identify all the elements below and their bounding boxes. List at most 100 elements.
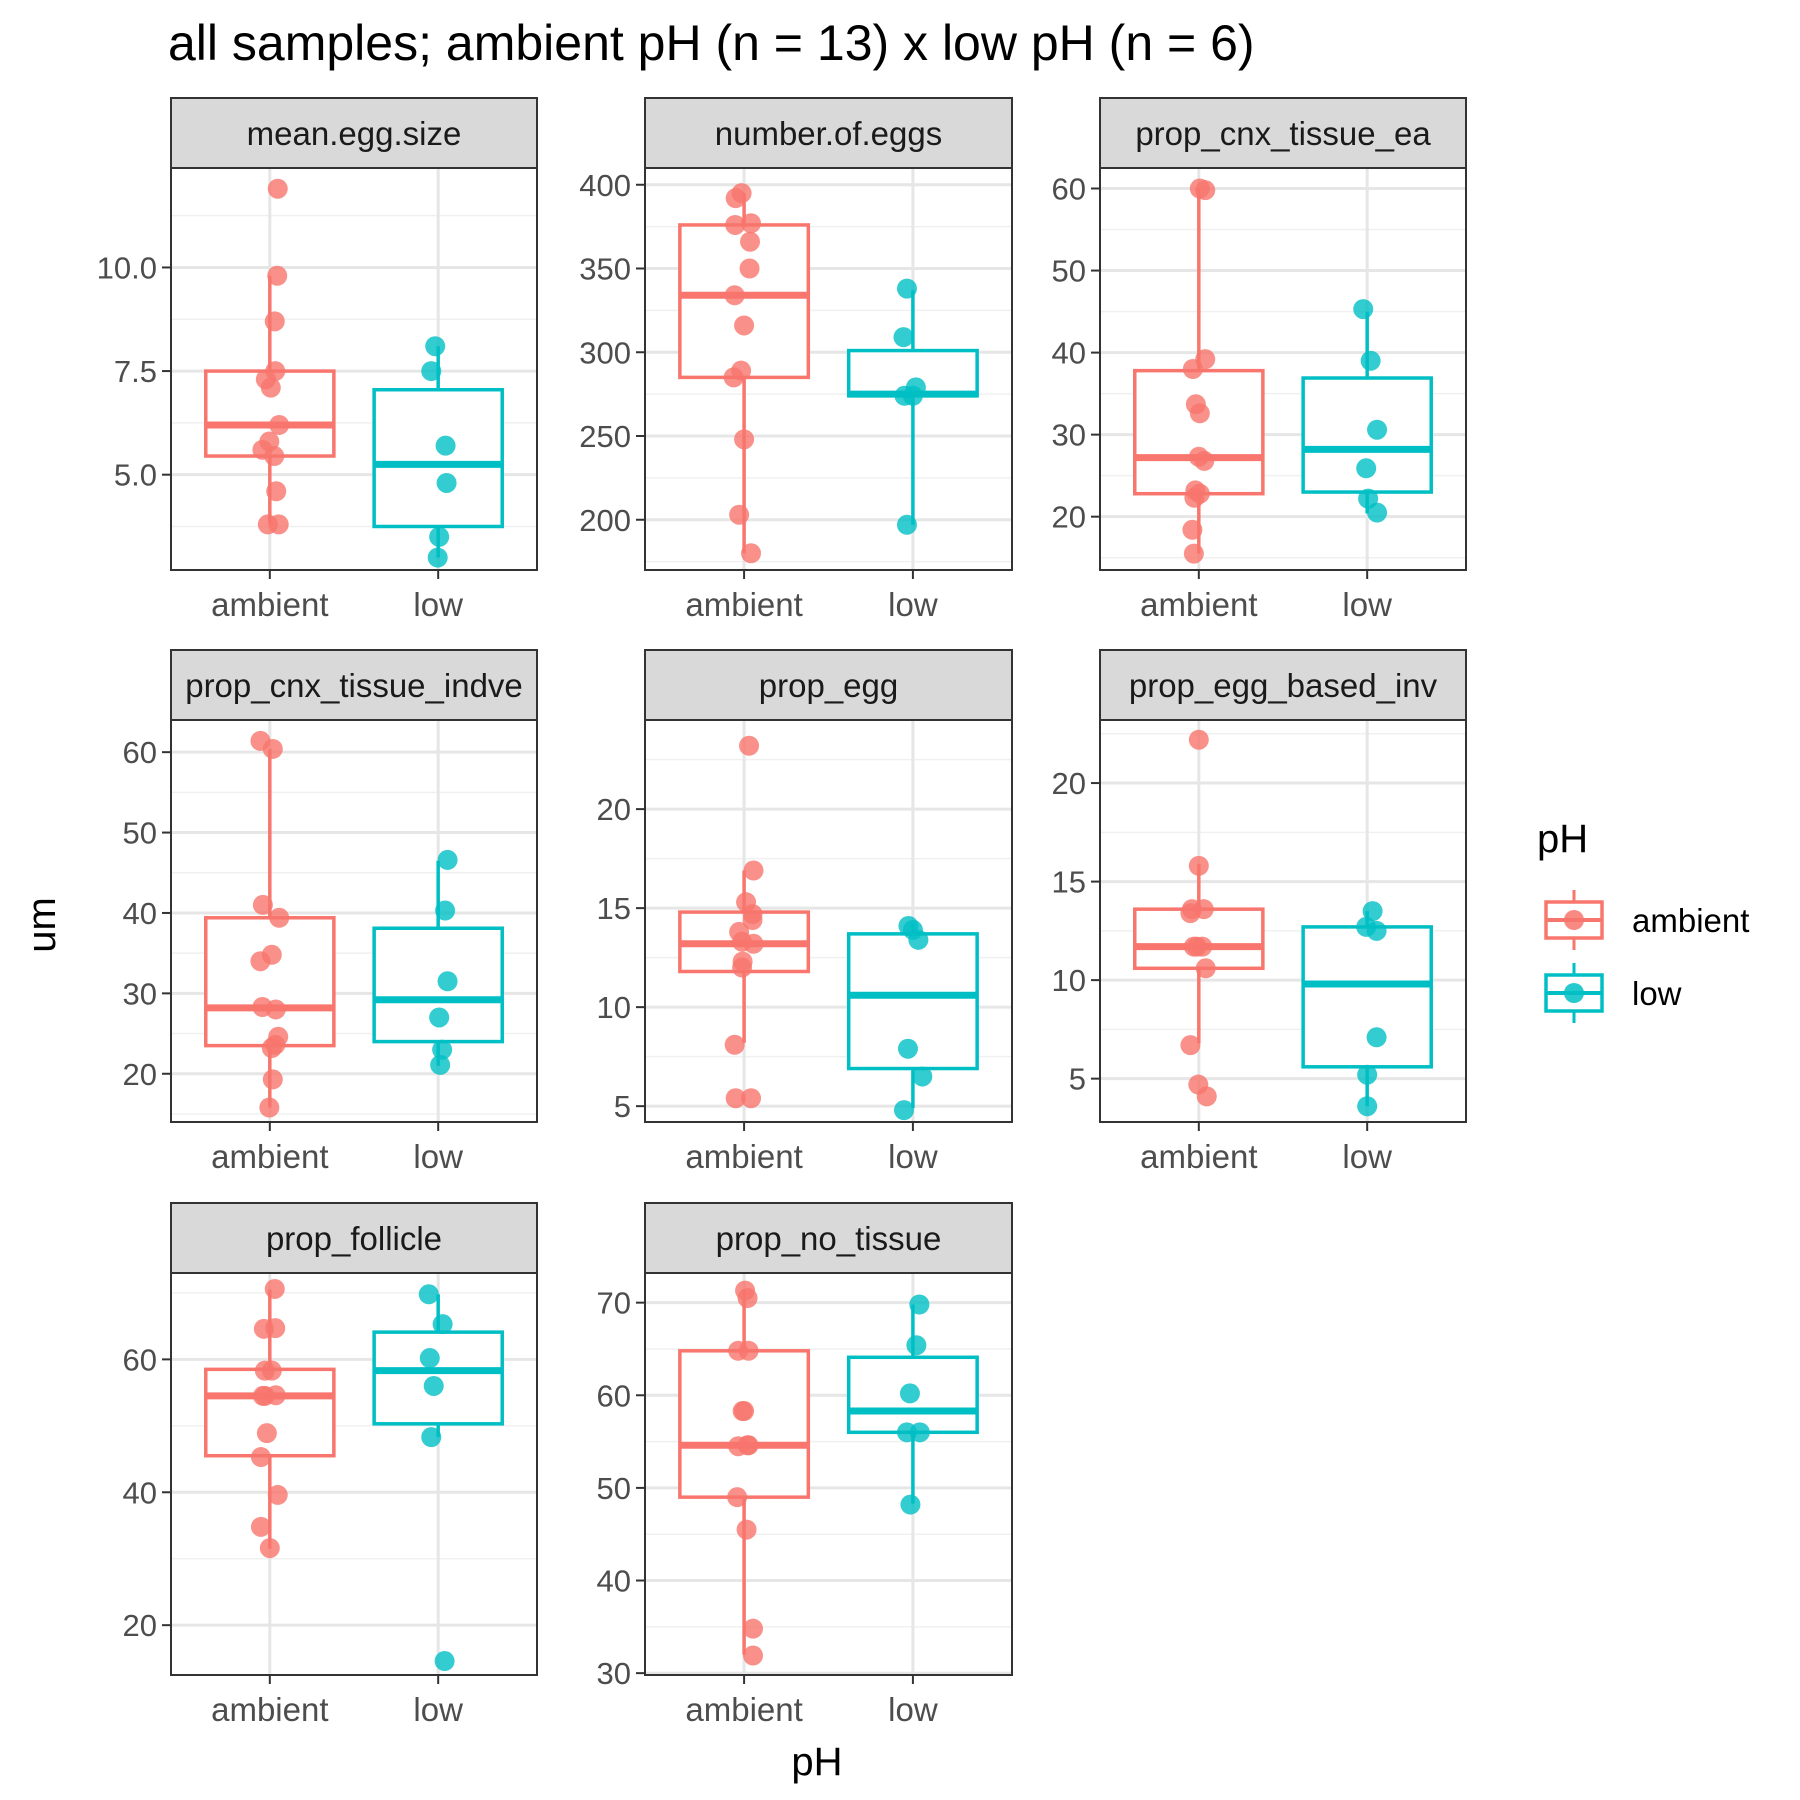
box-group-ambient [678,183,811,564]
box-group-ambient [678,1280,811,1666]
data-point [909,1294,930,1315]
data-point [436,472,457,493]
panel-border [1099,719,1467,1123]
data-point [1196,1086,1217,1107]
y-tick-label: 5 [1069,1062,1086,1097]
data-point [269,907,290,928]
data-point [724,1034,745,1055]
data-point [893,327,914,348]
x-axis-title: pH [791,1740,842,1784]
data-point [731,183,752,204]
data-point [265,999,286,1020]
panel-mean-egg-size: mean.egg.size 5.0 7.5 10.0 ambient low [97,97,538,623]
panel-border [644,167,1013,571]
data-point [742,910,763,931]
data-point [425,336,446,357]
facet-strip [644,97,1013,169]
data-point [739,258,760,279]
x-tick-label: ambient [1140,586,1257,623]
data-point [734,429,755,450]
data-point [262,1069,283,1090]
y-tick-label: 60 [1052,172,1086,207]
data-point [1184,487,1205,508]
data-point [893,1100,914,1121]
chart-title: all samples; ambient pH (n = 13) x low p… [168,15,1255,71]
y-tick-label: 10.0 [97,250,157,285]
legend-key-ambient [1544,886,1604,954]
y-tick-label: 30 [123,976,157,1011]
y-tick-label: 5 [614,1089,631,1124]
data-point [732,957,753,978]
box [1301,925,1433,1069]
panel-prop-no-tissue: prop_no_tissue 30 40 50 60 70 ambient low [597,1202,1013,1728]
data-point [261,1038,282,1059]
y-tick-label: 40 [123,896,157,931]
data-point [896,514,917,535]
data-point [435,900,456,921]
data-point [267,178,288,199]
data-point [265,1318,286,1339]
data-point [743,1645,764,1666]
data-point [739,735,760,756]
data-point [435,435,456,456]
data-point [252,894,273,915]
data-point [1188,729,1209,750]
box-group-ambient [1133,178,1265,564]
data-point [724,285,745,306]
data-point [1194,450,1215,471]
legend-label: low [1632,975,1682,1012]
y-tick-label: 70 [597,1286,631,1321]
data-point [899,1383,920,1404]
facet-strip [170,649,538,721]
facet-strip [1099,649,1467,721]
x-tick-label: low [1342,586,1392,623]
data-point [725,1088,746,1109]
y-tick-label: 40 [1052,336,1086,371]
x-tick-label: ambient [1140,1138,1257,1175]
y-tick-label: 20 [597,792,631,827]
data-point [432,1039,453,1060]
x-tick-label: ambient [211,586,328,623]
data-point [1182,359,1203,379]
y-tick-label: 20 [1052,500,1086,535]
legend-key-low [1544,959,1604,1027]
legend-key-point [1564,983,1584,1003]
panel-border [170,719,538,1123]
x-tick-label: low [413,586,463,623]
y-tick-label: 60 [123,1342,157,1377]
data-point [897,1038,918,1059]
data-point [256,1423,277,1444]
data-point [909,1422,930,1443]
x-tick-label: low [888,586,938,623]
box [1133,368,1265,496]
legend-title: pH [1537,817,1588,861]
y-axis-title: um [20,897,64,953]
data-point [738,1340,759,1361]
x-tick-label: ambient [685,586,802,623]
data-point [902,385,923,406]
data-point [734,315,755,336]
panel-border [170,1272,538,1676]
panel-prop-cnx-tissue-ea: prop_cnx_tissue_ea 20 30 40 50 60 ambient low [1052,97,1467,623]
legend-key-point [1564,910,1584,930]
facet-strip-label: prop_follicle [266,1220,442,1257]
box [678,1349,811,1499]
data-point [1182,519,1203,540]
box-group-low [1301,901,1433,1117]
facet-strip-label: prop_egg_based_inv [1129,667,1438,704]
data-point [1367,502,1388,523]
data-point [259,1097,280,1118]
data-point [912,1066,933,1087]
data-point [429,526,450,547]
y-tick-label: 10 [597,990,631,1025]
data-point [259,1538,280,1559]
x-tick-label: low [1342,1138,1392,1175]
box [204,916,336,1048]
panel-border [644,1272,1013,1676]
data-point [900,1494,921,1515]
data-point [265,1385,286,1406]
box-group-ambient [204,730,336,1118]
y-tick-label: 50 [597,1471,631,1506]
panel-prop-cnx-tissue-indve: prop_cnx_tissue_indve 20 30 40 50 60 ambient lo… [123,649,538,1175]
